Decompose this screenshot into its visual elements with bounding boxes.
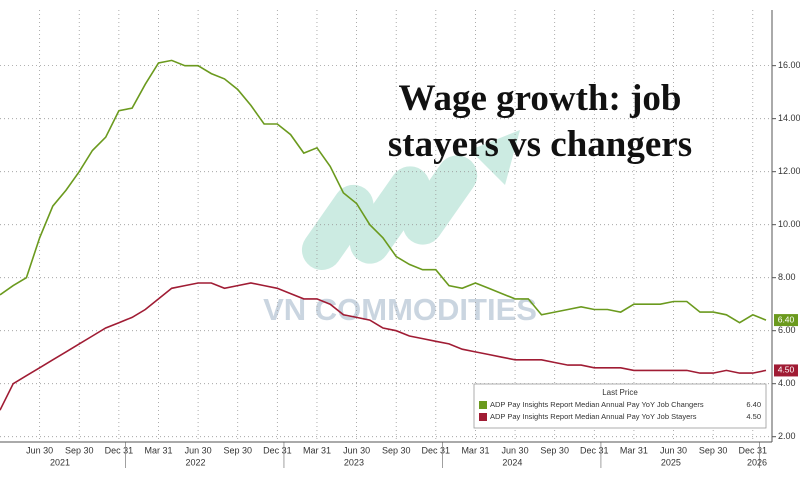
legend-label: ADP Pay Insights Report Median Annual Pa… bbox=[490, 412, 697, 421]
x-tick-label: Jun 30 bbox=[185, 445, 212, 455]
last-value-tag bbox=[774, 314, 798, 327]
x-tick-label: Jun 30 bbox=[502, 445, 529, 455]
x-group-label: 2024 bbox=[502, 457, 522, 467]
y-tick-label: 16.00 bbox=[778, 60, 800, 70]
x-tick-label: Sep 30 bbox=[65, 445, 94, 455]
legend-swatch bbox=[479, 401, 487, 409]
x-tick-label: Sep 30 bbox=[540, 445, 569, 455]
legend-box bbox=[473, 383, 767, 429]
legend-title: Last Price bbox=[602, 388, 638, 397]
x-tick-label: Dec 31 bbox=[422, 445, 451, 455]
x-tick-label: Dec 31 bbox=[739, 445, 768, 455]
last-value-label: 4.50 bbox=[778, 365, 795, 375]
x-tick-label: Sep 30 bbox=[699, 445, 728, 455]
y-tick-label: 14.00 bbox=[778, 113, 800, 123]
y-tick-label: 2.00 bbox=[778, 431, 796, 441]
x-tick-label: Dec 31 bbox=[580, 445, 609, 455]
legend-label: ADP Pay Insights Report Median Annual Pa… bbox=[490, 400, 704, 409]
x-group-label: 2023 bbox=[344, 457, 364, 467]
y-tick-label: 10.00 bbox=[778, 219, 800, 229]
y-tick-label: 12.00 bbox=[778, 166, 800, 176]
x-tick-label: Mar 31 bbox=[144, 445, 172, 455]
plot bbox=[0, 10, 772, 442]
x-tick-label: Jun 30 bbox=[343, 445, 370, 455]
last-value-tag bbox=[774, 364, 798, 377]
x-group-label: 2021 bbox=[50, 457, 70, 467]
series-line bbox=[0, 282, 767, 411]
x-tick-label: Sep 30 bbox=[223, 445, 252, 455]
x-tick-label: Dec 31 bbox=[105, 445, 134, 455]
x-tick-label: Dec 31 bbox=[263, 445, 292, 455]
x-tick-label: Mar 31 bbox=[461, 445, 489, 455]
x-tick-label: Jun 30 bbox=[26, 445, 53, 455]
legend-value: 6.40 bbox=[746, 400, 761, 409]
x-tick-label: Jun 30 bbox=[660, 445, 687, 455]
last-value-label: 6.40 bbox=[778, 314, 795, 324]
watermark-text: VN COMMODITIES bbox=[263, 292, 537, 327]
x-group-label: 2026 bbox=[747, 457, 767, 467]
watermark-logo bbox=[301, 130, 520, 270]
y-tick-label: 8.00 bbox=[778, 272, 796, 282]
x-tick-label: Mar 31 bbox=[303, 445, 331, 455]
x-tick-label: Sep 30 bbox=[382, 445, 411, 455]
x-group-label: 2025 bbox=[661, 457, 681, 467]
chart-title: Wage growth: job stayers vs changers bbox=[387, 78, 693, 165]
x-group-label: 2022 bbox=[185, 457, 205, 467]
legend-swatch bbox=[479, 413, 487, 421]
y-tick-label: 4.00 bbox=[778, 378, 796, 388]
y-tick-label: 6.00 bbox=[778, 325, 796, 335]
x-tick-label: Mar 31 bbox=[620, 445, 648, 455]
series-line bbox=[0, 59, 767, 324]
legend-value: 4.50 bbox=[746, 412, 761, 421]
